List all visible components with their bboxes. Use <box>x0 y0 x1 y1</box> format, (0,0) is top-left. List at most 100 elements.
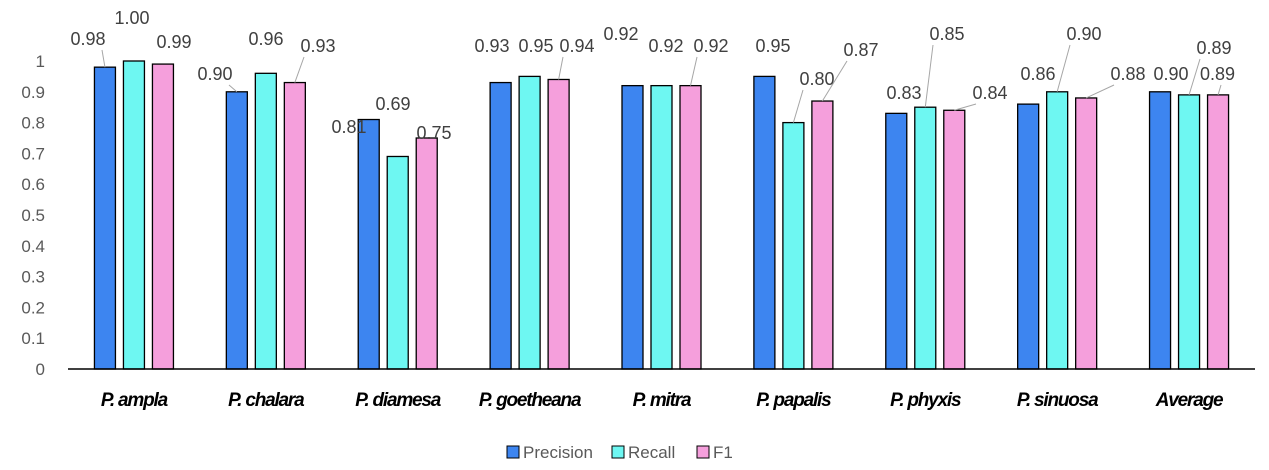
y-tick-label: 0.3 <box>21 268 45 287</box>
legend-swatch-recall <box>611 445 625 459</box>
category-label: P. phyxis <box>890 390 961 411</box>
category-label: P. sinuosa <box>1017 390 1099 411</box>
data-label: 0.92 <box>603 24 638 44</box>
bar-precision <box>1148 91 1172 370</box>
data-label: 0.99 <box>156 32 191 52</box>
leader-line <box>1188 58 1201 96</box>
data-label: 0.87 <box>843 40 878 60</box>
category-label: P. chalara <box>228 390 305 411</box>
leader-line <box>1085 84 1115 99</box>
bar-precision <box>753 75 776 370</box>
bar-f1 <box>1075 97 1098 370</box>
data-label: 0.80 <box>799 69 834 89</box>
legend-label: Precision <box>523 443 593 462</box>
legend: Precision Recall F1 <box>506 443 733 462</box>
data-label: 0.69 <box>375 94 410 114</box>
y-tick-label: 0 <box>36 360 45 379</box>
bar-recall <box>518 75 541 370</box>
leader-line <box>1056 44 1071 92</box>
category-label: P. goetheana <box>479 390 582 411</box>
data-label: 0.90 <box>1153 64 1188 84</box>
leader-line <box>924 44 934 108</box>
leader-lines <box>101 44 1222 123</box>
data-label: 0.89 <box>1200 64 1235 84</box>
data-label: 0.86 <box>1020 64 1055 84</box>
data-label: 0.98 <box>70 29 105 49</box>
legend-swatch-f1 <box>696 445 710 459</box>
category-label: Average <box>1155 390 1224 411</box>
bar-recall <box>1177 94 1201 370</box>
x-axis: P. ampla P. chalara P. diamesa P. goetheana… <box>68 368 1255 411</box>
bar-f1 <box>679 84 702 370</box>
bar-precision <box>357 118 380 370</box>
bar-f1 <box>151 63 175 370</box>
bar-precision <box>93 66 117 370</box>
y-tick-label: 0.5 <box>21 206 45 225</box>
bar-precision <box>489 81 512 370</box>
y-tick-label: 0.1 <box>21 329 45 348</box>
bar-precision <box>621 84 644 370</box>
data-label: 0.85 <box>929 24 964 44</box>
bars <box>93 60 1230 370</box>
data-label: 0.95 <box>518 36 553 56</box>
data-label: 0.92 <box>693 36 728 56</box>
leader-line <box>558 56 564 80</box>
data-label: 0.90 <box>1066 24 1101 44</box>
data-label: 0.96 <box>248 29 283 49</box>
y-axis: 0 0.1 0.2 0.3 0.4 0.5 0.6 0.7 0.8 0.9 1 <box>21 52 45 379</box>
bar-recall <box>122 60 146 370</box>
data-label: 0.93 <box>474 36 509 56</box>
bar-f1 <box>283 81 306 370</box>
legend-swatch-precision <box>506 445 520 459</box>
bar-recall <box>650 84 673 370</box>
leader-line <box>821 60 848 102</box>
leader-line <box>101 49 106 68</box>
data-label: 0.93 <box>300 36 335 56</box>
leader-line <box>1217 84 1222 96</box>
leader-line <box>690 56 698 86</box>
category-label: P. ampla <box>101 390 169 411</box>
bar-f1 <box>547 78 570 370</box>
category-label: P. diamesa <box>355 390 441 411</box>
data-label: 1.00 <box>114 8 149 28</box>
bar-precision <box>885 112 908 370</box>
leader-line <box>228 84 238 93</box>
data-label: 0.90 <box>197 64 232 84</box>
data-label: 0.84 <box>972 83 1007 103</box>
data-label: 0.94 <box>559 36 594 56</box>
legend-label: F1 <box>713 443 733 462</box>
y-tick-label: 1 <box>36 52 45 71</box>
leader-line <box>294 56 305 83</box>
bar-recall <box>914 106 937 370</box>
bar-f1 <box>1206 94 1230 370</box>
bar-recall <box>1046 91 1069 370</box>
y-tick-label: 0.4 <box>21 237 45 256</box>
y-tick-label: 0.9 <box>21 83 45 102</box>
bar-recall <box>782 121 805 370</box>
y-tick-label: 0.7 <box>21 144 45 163</box>
bar-f1 <box>415 137 438 370</box>
y-tick-label: 0.2 <box>21 298 45 317</box>
bar-recall <box>386 155 409 370</box>
leader-line <box>792 89 804 123</box>
bar-recall <box>254 72 277 370</box>
category-label: P. papalis <box>756 390 831 411</box>
data-label: 0.95 <box>755 36 790 56</box>
data-label: 0.89 <box>1196 38 1231 58</box>
data-label: 0.83 <box>886 83 921 103</box>
data-label: 0.75 <box>416 123 451 143</box>
data-label: 0.81 <box>331 117 366 137</box>
data-label: 0.92 <box>648 36 683 56</box>
category-label: P. mitra <box>633 390 692 411</box>
bar-precision <box>1017 103 1040 370</box>
data-label: 0.88 <box>1110 64 1145 84</box>
bar-precision <box>225 91 248 370</box>
bar-f1 <box>811 100 834 370</box>
bar-f1 <box>943 109 966 370</box>
legend-label: Recall <box>628 443 675 462</box>
data-labels: 0.98 1.00 0.99 0.90 0.96 0.93 0.81 0.69 0.75 0.93… <box>70 8 1235 143</box>
y-tick-label: 0.6 <box>21 175 45 194</box>
y-tick-label: 0.8 <box>21 114 45 133</box>
leader-line <box>954 103 977 111</box>
